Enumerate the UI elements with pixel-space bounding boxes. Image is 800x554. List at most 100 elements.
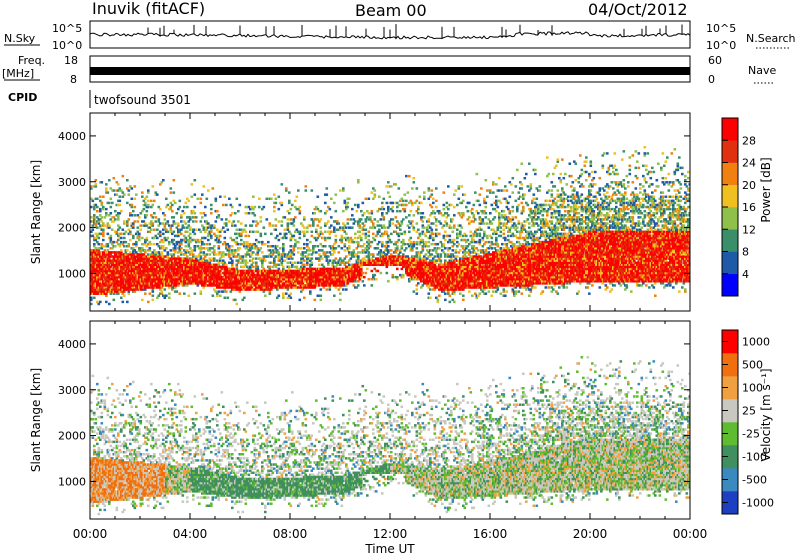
echo-cell xyxy=(102,271,105,275)
echo-cell xyxy=(172,220,176,223)
echo-cell xyxy=(403,259,407,262)
echo-cell xyxy=(429,269,432,273)
echo-cell xyxy=(129,253,132,256)
echo-cell xyxy=(315,257,318,260)
echo-cell xyxy=(151,288,155,291)
echo-cell xyxy=(163,236,167,240)
echo-cell xyxy=(229,280,233,283)
echo-cell xyxy=(421,261,425,264)
echo-cell xyxy=(327,284,330,287)
echo-cell xyxy=(186,205,189,209)
echo-cell xyxy=(312,247,315,250)
echo-cell xyxy=(310,189,314,192)
echo-cell xyxy=(181,224,185,227)
echo-cell xyxy=(186,269,189,273)
echo-cell xyxy=(268,222,272,225)
echo-cell xyxy=(265,275,269,279)
echo-cell xyxy=(373,263,377,267)
echo-cell xyxy=(339,284,342,287)
echo-cell xyxy=(246,284,249,287)
echo-cell xyxy=(141,209,144,213)
echo-cell xyxy=(108,257,111,260)
echo-cell xyxy=(154,255,158,258)
echo-cell xyxy=(157,257,161,260)
echo-cell xyxy=(345,205,348,209)
echo-cell xyxy=(178,278,182,281)
echo-cell xyxy=(447,292,450,295)
echo-cell xyxy=(442,265,446,269)
echo-cell xyxy=(345,203,348,207)
echo-cell xyxy=(214,290,218,293)
echo-cell xyxy=(175,234,179,238)
echo-cell xyxy=(283,228,287,231)
echo-cell xyxy=(256,265,260,269)
echo-cell xyxy=(250,253,254,256)
echo-cell xyxy=(211,187,215,190)
echo-cell xyxy=(195,267,198,271)
echo-cell xyxy=(222,203,225,207)
echo-cell xyxy=(93,249,96,252)
echo-cell xyxy=(450,261,453,264)
echo-cell xyxy=(189,282,192,285)
echo-cell xyxy=(358,273,362,277)
echo-cell xyxy=(354,232,357,236)
echo-cell xyxy=(123,265,126,269)
echo-cell xyxy=(238,257,242,260)
echo-cell xyxy=(112,288,116,291)
echo-cell xyxy=(372,255,375,258)
echo-cell xyxy=(411,261,414,264)
echo-cell xyxy=(135,280,138,283)
echo-cell xyxy=(199,267,203,271)
echo-cell xyxy=(399,259,402,262)
echo-cell xyxy=(241,286,245,289)
echo-cell xyxy=(190,183,194,186)
echo-cell xyxy=(180,247,183,250)
echo-cell xyxy=(99,282,102,285)
echo-cell xyxy=(165,261,168,264)
echo-cell xyxy=(319,275,323,279)
echo-cell xyxy=(234,255,237,258)
echo-cell xyxy=(277,280,281,283)
echo-cell xyxy=(397,226,401,229)
echo-cell xyxy=(90,298,93,302)
echo-cell xyxy=(279,201,282,205)
echo-cell xyxy=(265,286,269,289)
echo-cell xyxy=(309,265,312,269)
echo-cell xyxy=(123,193,126,196)
echo-cell xyxy=(436,275,440,279)
echo-cell xyxy=(426,220,429,223)
echo-cell xyxy=(201,247,204,250)
echo-cell xyxy=(160,286,164,289)
echo-cell xyxy=(421,284,425,287)
echo-cell xyxy=(115,290,119,293)
echo-cell xyxy=(94,185,98,188)
echo-cell xyxy=(361,245,365,248)
echo-cell xyxy=(106,286,110,289)
echo-cell xyxy=(154,282,158,285)
echo-cell xyxy=(268,280,272,283)
echo-cell xyxy=(292,269,296,273)
echo-cell xyxy=(307,253,311,256)
echo-cell xyxy=(462,280,465,283)
echo-cell xyxy=(448,234,452,238)
echo-cell xyxy=(312,222,315,225)
echo-cell xyxy=(214,220,218,223)
echo-cell xyxy=(381,205,384,209)
echo-cell xyxy=(321,232,324,236)
echo-cell xyxy=(454,265,458,269)
echo-cell xyxy=(204,267,207,271)
echo-cell xyxy=(106,259,110,262)
echo-cell xyxy=(165,263,168,267)
echo-cell xyxy=(331,284,335,287)
echo-cell xyxy=(255,278,258,281)
echo-cell xyxy=(156,267,159,271)
echo-cell xyxy=(460,284,464,287)
echo-cell xyxy=(408,245,411,248)
echo-cell xyxy=(441,275,444,279)
echo-cell xyxy=(213,226,216,229)
echo-cell xyxy=(300,282,303,285)
echo-cell xyxy=(408,257,411,260)
echo-cell xyxy=(373,259,377,262)
echo-cell xyxy=(310,271,314,275)
echo-cell xyxy=(195,265,198,269)
